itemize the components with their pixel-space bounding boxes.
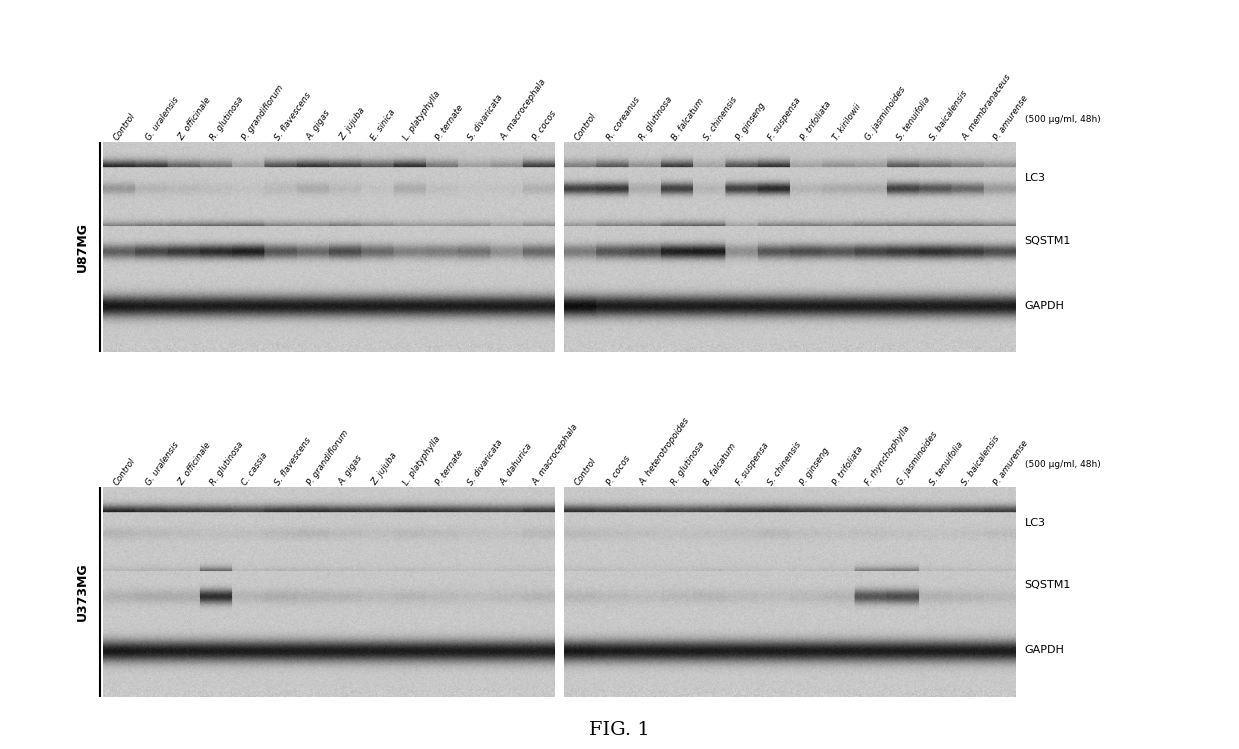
Text: P. ginseng: P. ginseng [735, 101, 767, 142]
Text: LC3: LC3 [1025, 173, 1046, 183]
Text: L. platyphylla: L. platyphylla [401, 434, 442, 487]
Text: A. gigas: A. gigas [337, 453, 364, 487]
Text: P. amurense: P. amurense [992, 438, 1030, 487]
Text: A. dahurica: A. dahurica [498, 441, 534, 487]
Text: F. rhynchophylla: F. rhynchophylla [864, 424, 912, 487]
Text: Z. officinale: Z. officinale [176, 440, 212, 487]
Text: FIG. 1: FIG. 1 [589, 721, 650, 739]
Text: U87MG: U87MG [76, 222, 89, 272]
Text: R. glutinosa: R. glutinosa [208, 440, 245, 487]
Text: P. amurense: P. amurense [992, 94, 1030, 142]
Text: P. trifoliata: P. trifoliata [831, 444, 865, 487]
Text: B. falcatum: B. falcatum [670, 97, 705, 142]
Text: G. jasminoides: G. jasminoides [864, 85, 907, 142]
Text: F. suspensa: F. suspensa [767, 97, 803, 142]
Text: S. chinensis: S. chinensis [703, 95, 738, 142]
Text: P. cocos: P. cocos [606, 454, 632, 487]
Text: Z. officinale: Z. officinale [176, 96, 212, 142]
Text: A. gigas: A. gigas [305, 109, 332, 142]
Text: GAPDH: GAPDH [1025, 301, 1064, 311]
Text: S. baicalensis: S. baicalensis [960, 434, 1001, 487]
Text: E. sinica: E. sinica [369, 108, 398, 142]
Text: Control: Control [574, 456, 598, 487]
Text: S. divaricata: S. divaricata [466, 93, 504, 142]
Text: B. falcatum: B. falcatum [703, 441, 737, 487]
Text: S. tenuifolia: S. tenuifolia [928, 440, 965, 487]
Text: Control: Control [112, 112, 136, 142]
Text: SQSTM1: SQSTM1 [1025, 236, 1070, 246]
Text: F. suspensa: F. suspensa [735, 441, 771, 487]
Text: Z. jujuba: Z. jujuba [337, 106, 367, 142]
Text: P. cocos: P. cocos [532, 109, 558, 142]
Text: Z. jujuba: Z. jujuba [369, 451, 399, 487]
Text: S. flavescens: S. flavescens [273, 91, 312, 142]
Text: R. coreanus: R. coreanus [606, 95, 642, 142]
Text: P. ginseng: P. ginseng [799, 446, 831, 487]
Text: S. chinensis: S. chinensis [767, 440, 803, 487]
Text: Control: Control [574, 112, 598, 142]
Text: P. ternate: P. ternate [434, 103, 465, 142]
Text: L. platyphylla: L. platyphylla [401, 90, 442, 142]
Text: R. glutinosa: R. glutinosa [638, 95, 674, 142]
Text: P. grandiflorum: P. grandiflorum [240, 84, 285, 142]
Text: S. divaricata: S. divaricata [466, 437, 504, 487]
Text: S. flavescens: S. flavescens [273, 435, 312, 487]
Text: A. membranaceus: A. membranaceus [960, 73, 1012, 142]
Text: T. kirilowii: T. kirilowii [831, 103, 862, 142]
Text: LC3: LC3 [1025, 518, 1046, 527]
Text: A. macrocephala: A. macrocephala [498, 78, 548, 142]
Text: A. macrocephala: A. macrocephala [532, 422, 580, 487]
Text: P. grandiflorum: P. grandiflorum [305, 428, 349, 487]
Text: R. glutinosa: R. glutinosa [670, 440, 706, 487]
Text: R. glutinosa: R. glutinosa [208, 95, 245, 142]
Text: (500 μg/ml, 48h): (500 μg/ml, 48h) [1025, 460, 1100, 469]
Text: S. tenuifolia: S. tenuifolia [896, 95, 933, 142]
Text: A. heterotropoides: A. heterotropoides [638, 416, 691, 487]
Text: (500 μg/ml, 48h): (500 μg/ml, 48h) [1025, 115, 1100, 124]
Text: G. uralensis: G. uralensis [144, 95, 181, 142]
Text: GAPDH: GAPDH [1025, 646, 1064, 655]
Text: P. ternate: P. ternate [434, 448, 465, 487]
Text: U373MG: U373MG [76, 562, 89, 621]
Text: Control: Control [112, 456, 136, 487]
Text: C. cassia: C. cassia [240, 450, 270, 487]
Text: G. jasminoides: G. jasminoides [896, 430, 939, 487]
Text: G. uralensis: G. uralensis [144, 440, 181, 487]
Text: P. trifoliata: P. trifoliata [799, 100, 833, 142]
Text: SQSTM1: SQSTM1 [1025, 580, 1070, 590]
Text: S. baicalensis: S. baicalensis [928, 89, 969, 142]
